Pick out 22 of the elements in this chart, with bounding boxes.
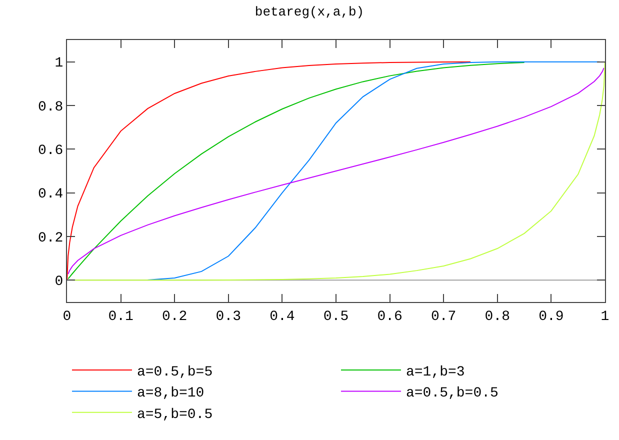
x-tick-label: 0.3	[216, 308, 242, 325]
x-tick-label: 0.8	[484, 308, 510, 325]
x-tick-label: 1	[600, 308, 610, 325]
y-tick-label: 0.8	[38, 99, 64, 116]
y-tick-label: 1	[54, 56, 64, 72]
legend-label: a=5,b=0.5	[137, 406, 213, 423]
legend-label: a=0.5,b=5	[137, 364, 213, 380]
x-tick-label: 0.4	[270, 308, 295, 325]
x-tick-label: 0.6	[377, 308, 402, 325]
x-tick-label: 0.7	[430, 308, 456, 325]
y-tick-label: 0.2	[38, 230, 64, 246]
legend-label: a=0.5,b=0.5	[406, 386, 498, 402]
legend-label: a=1,b=3	[406, 364, 465, 380]
y-tick-label: 0	[54, 274, 64, 290]
x-tick-label: 0.5	[323, 308, 349, 325]
x-tick-label: 0.1	[108, 308, 134, 325]
legend-label: a=8,b=10	[137, 386, 204, 402]
y-tick-label: 0.4	[38, 186, 64, 203]
x-tick-label: 0.9	[538, 308, 564, 325]
chart-title: betareg(x,a,b)	[254, 4, 364, 20]
y-tick-label: 0.6	[38, 143, 64, 160]
x-tick-label: 0.2	[162, 308, 188, 325]
